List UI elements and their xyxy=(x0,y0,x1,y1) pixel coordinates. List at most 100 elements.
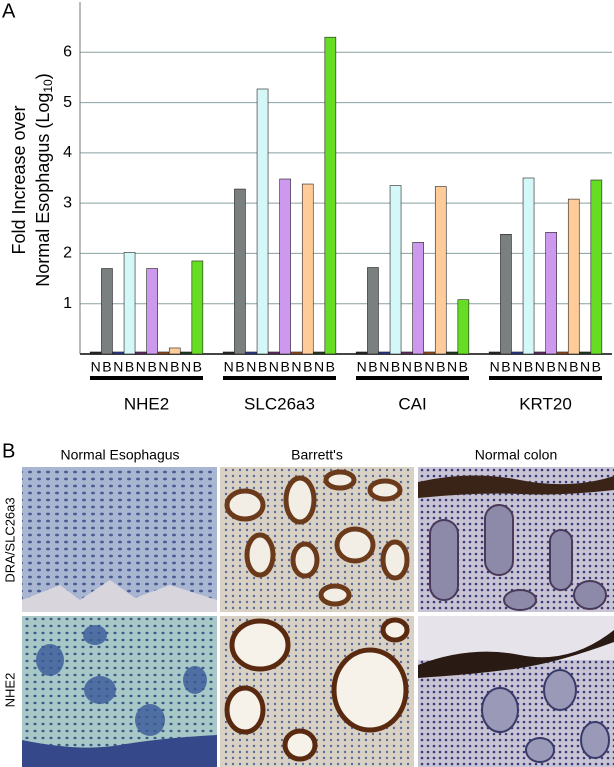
bar xyxy=(135,351,147,355)
x-subtick-label: B xyxy=(459,359,468,375)
bar xyxy=(556,351,569,355)
tissue-edge xyxy=(22,580,217,612)
surface-stain xyxy=(418,630,614,678)
bar xyxy=(191,260,204,355)
x-subtick-label: B xyxy=(303,359,312,375)
bar xyxy=(401,351,413,355)
y-tick-label: 6 xyxy=(63,44,72,61)
x-subtick-label: N xyxy=(291,359,301,375)
x-subtick-label: B xyxy=(258,359,267,375)
bar xyxy=(378,351,391,355)
bar xyxy=(290,351,303,355)
x-subtick-label: N xyxy=(158,359,168,375)
x-subtick-label: N xyxy=(402,359,412,375)
y-tick-label: 5 xyxy=(63,94,72,111)
x-subtick-label: N xyxy=(181,359,191,375)
bar xyxy=(488,351,501,355)
bar xyxy=(112,351,125,355)
bar xyxy=(324,36,337,355)
surface-stain xyxy=(418,475,614,498)
x-subtick-label: N xyxy=(580,359,590,375)
x-subtick-label: B xyxy=(569,359,578,375)
bar xyxy=(268,351,280,355)
panel-label: A xyxy=(2,0,16,22)
x-subtick-label: B xyxy=(592,359,601,375)
x-subtick-label: N xyxy=(314,359,324,375)
x-subtick-label: N xyxy=(357,359,367,375)
bar xyxy=(446,351,458,355)
x-tick-label: CAI xyxy=(398,394,426,413)
x-subtick-label: N xyxy=(490,359,500,375)
bar xyxy=(579,351,591,355)
bar xyxy=(256,88,269,355)
bar xyxy=(123,252,136,355)
y-axis-label-part: ) xyxy=(33,73,53,79)
x-subtick-label: B xyxy=(368,359,377,375)
bar xyxy=(434,186,447,355)
bar xyxy=(180,351,192,355)
x-tick-label: KRT20 xyxy=(519,394,572,413)
glands xyxy=(224,617,410,762)
y-tick-label: 2 xyxy=(63,245,72,262)
bar xyxy=(146,268,158,355)
basal-layer xyxy=(22,735,217,767)
bar xyxy=(590,179,603,355)
x-subtick-label: B xyxy=(125,359,134,375)
bar xyxy=(313,351,325,355)
x-subtick-label: B xyxy=(436,359,445,375)
panel-b: B Normal Esophagus Barrett's Normal colo… xyxy=(2,440,614,767)
bar xyxy=(545,232,557,355)
bar xyxy=(279,178,291,355)
crypts xyxy=(429,504,607,611)
x-subtick-label: N xyxy=(379,359,389,375)
bar xyxy=(534,351,546,355)
x-subtick-label: B xyxy=(280,359,289,375)
bar xyxy=(412,242,424,355)
x-subtick-label: N xyxy=(224,359,234,375)
x-subtick-label: N xyxy=(113,359,123,375)
x-subtick-label: N xyxy=(557,359,567,375)
y-tick-label: 1 xyxy=(63,295,72,312)
x-subtick-label: N xyxy=(447,359,457,375)
x-subtick-label: N xyxy=(535,359,545,375)
bar xyxy=(511,351,524,355)
x-subtick-label: B xyxy=(501,359,510,375)
crypts xyxy=(481,669,610,763)
bar xyxy=(234,188,246,355)
x-tick-label: SLC26a3 xyxy=(244,394,315,413)
row-label: NHE2 xyxy=(2,673,17,708)
y-tick-label: 3 xyxy=(63,194,72,211)
y-axis-label: Fold Increase over xyxy=(9,105,29,254)
x-subtick-label: B xyxy=(102,359,111,375)
x-subtick-label: N xyxy=(512,359,522,375)
y-tick-label: 4 xyxy=(63,144,72,161)
bar xyxy=(522,177,535,355)
bar xyxy=(157,351,170,355)
x-subtick-label: B xyxy=(326,359,335,375)
glands xyxy=(224,469,410,607)
x-subtick-label: N xyxy=(269,359,279,375)
bar xyxy=(355,351,368,355)
bar xyxy=(222,351,235,355)
y-axis-label: Normal Esophagus (Log10) xyxy=(33,73,55,286)
y-axis-label-sub: 10 xyxy=(41,79,55,93)
x-subtick-label: N xyxy=(91,359,101,375)
column-header: Normal Esophagus xyxy=(60,447,179,463)
bar xyxy=(301,183,314,355)
bar xyxy=(423,351,436,355)
x-subtick-label: B xyxy=(193,359,202,375)
x-subtick-label: B xyxy=(413,359,422,375)
bar xyxy=(101,268,113,355)
x-tick-label: NHE2 xyxy=(124,394,169,413)
bar xyxy=(168,347,181,355)
x-subtick-label: N xyxy=(246,359,256,375)
x-subtick-label: B xyxy=(147,359,156,375)
bar xyxy=(500,234,512,355)
bar xyxy=(567,198,580,355)
x-subtick-label: B xyxy=(235,359,244,375)
row-label: DRA/SLC26a3 xyxy=(2,497,17,582)
bar xyxy=(457,299,470,355)
x-subtick-label: B xyxy=(170,359,179,375)
